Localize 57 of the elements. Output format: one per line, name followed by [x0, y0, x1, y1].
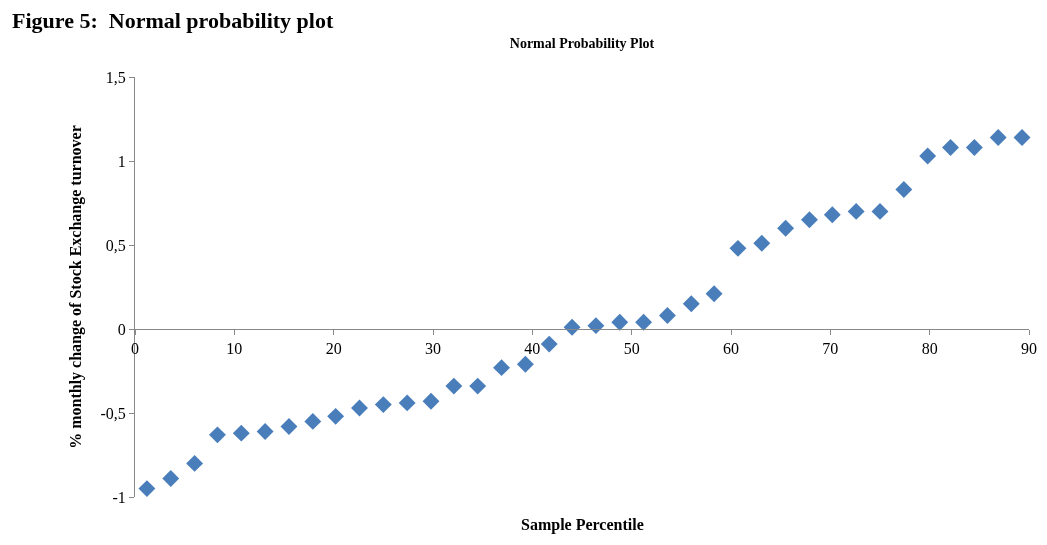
point [871, 202, 889, 220]
y-tick-label: 1,5 [105, 68, 126, 86]
point [682, 295, 700, 313]
x-tick-label: 70 [822, 340, 839, 358]
point [965, 139, 983, 157]
x-tick-label: 0 [131, 340, 139, 358]
point [186, 454, 204, 472]
point [801, 211, 818, 229]
point [327, 407, 345, 425]
point [895, 181, 913, 199]
x-tick-label: 80 [921, 340, 938, 358]
x-tick-label: 20 [325, 340, 342, 358]
x-tick-label: 40 [524, 340, 541, 358]
y-tick-label: 1 [117, 152, 126, 170]
point [705, 285, 723, 303]
point [280, 417, 298, 435]
y-tick-label: 0,5 [105, 236, 126, 254]
point [209, 426, 226, 444]
point [777, 219, 795, 237]
point [398, 394, 416, 412]
point [942, 139, 959, 157]
point [1013, 129, 1031, 146]
point [658, 307, 676, 325]
point [823, 206, 841, 224]
chart-title: Normal Probability Plot [509, 35, 655, 51]
point [611, 313, 629, 331]
point [753, 234, 771, 252]
x-tick-label: 50 [623, 340, 640, 358]
point [304, 412, 322, 430]
point [847, 202, 865, 220]
point [729, 239, 747, 257]
y-axis-title: % monthly change of Stock Exchange turnover [67, 125, 86, 449]
point [374, 396, 392, 414]
point [516, 355, 534, 373]
point [563, 318, 581, 336]
point [635, 313, 653, 331]
point [422, 392, 440, 410]
x-axis-title: Sample Percentile [521, 516, 644, 534]
point [138, 480, 156, 498]
caption: Figure 5: Normal probability plot [12, 8, 334, 33]
x-tick-label: 30 [425, 340, 441, 358]
point [162, 470, 180, 487]
point [256, 423, 274, 440]
y-tick-label: -0,5 [100, 404, 126, 422]
x-tick-label: 90 [1021, 340, 1037, 358]
point [493, 359, 510, 377]
x-tick-label: 10 [226, 340, 243, 358]
point [989, 129, 1007, 146]
point [351, 399, 368, 417]
y-tick-label: 0 [117, 320, 126, 338]
y-tick-label: -1 [112, 488, 126, 506]
point [469, 377, 487, 395]
x-tick-label: 60 [723, 340, 739, 358]
point [232, 424, 250, 442]
point [540, 335, 558, 353]
point [919, 147, 937, 165]
point [445, 377, 463, 395]
